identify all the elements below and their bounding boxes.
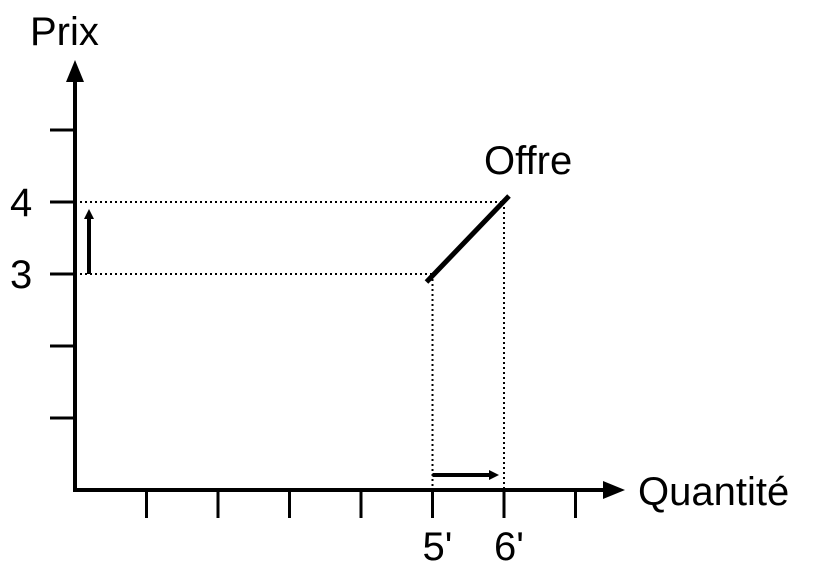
tick-marks (50, 128, 577, 518)
series-label-offre: Offre (484, 139, 572, 183)
supply-curve-line (424, 194, 511, 284)
y-axis-label: Prix (30, 10, 99, 54)
guide-lines (75, 201, 505, 490)
y-axis-arrowhead (66, 60, 84, 82)
tick-labels: 3 4 5' 6' (10, 181, 524, 561)
x-axis-arrowhead (603, 481, 625, 499)
x-axis-label: Quantité (638, 470, 789, 514)
annotations (84, 209, 499, 480)
x-tick-label: 5' (423, 525, 453, 561)
y-tick-label: 4 (10, 181, 32, 225)
x-tick-label: 6' (494, 525, 524, 561)
series-layer: Offre (424, 139, 572, 284)
y-tick-label: 3 (10, 253, 32, 297)
